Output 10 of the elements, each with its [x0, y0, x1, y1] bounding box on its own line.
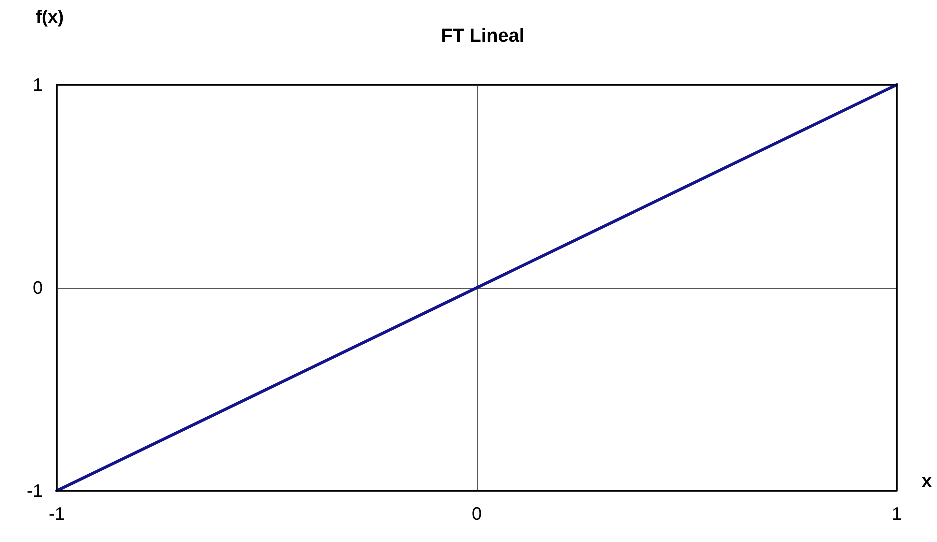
x-axis-title: x: [922, 471, 932, 491]
chart-title: FT Lineal: [441, 26, 525, 47]
y-tick-label: -1: [26, 481, 43, 501]
line-series: [56, 84, 898, 492]
y-axis-title: f(x): [36, 7, 64, 27]
x-tick-label: -1: [48, 504, 66, 524]
x-tick-label: 1: [892, 504, 902, 524]
x-tick-label: 0: [472, 504, 482, 524]
y-tick-label: 0: [32, 278, 43, 298]
y-tick-label: 1: [32, 75, 43, 95]
